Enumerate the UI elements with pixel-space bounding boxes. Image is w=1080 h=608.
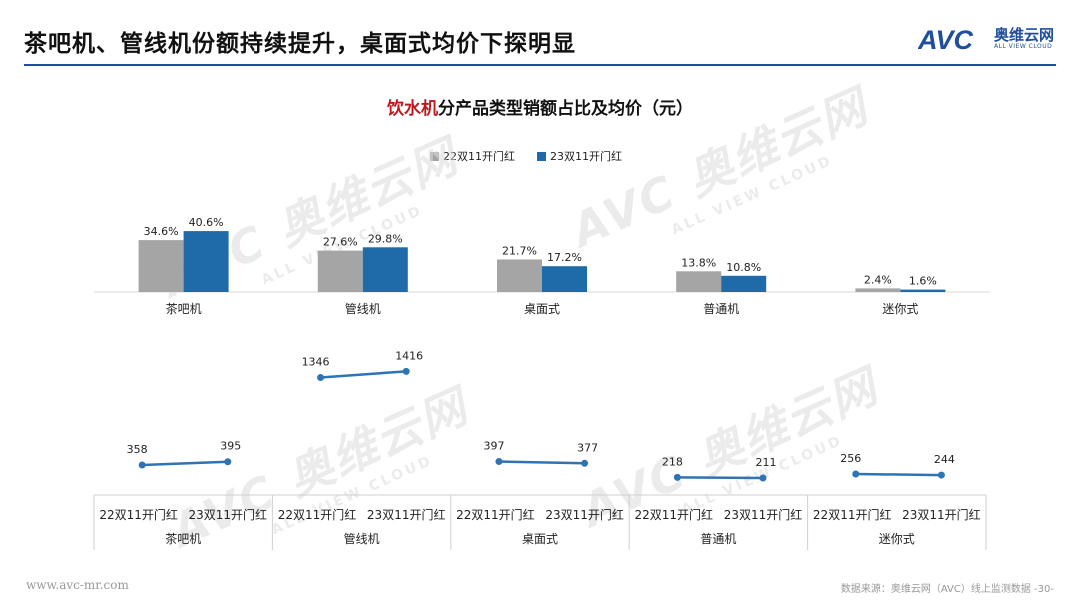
bar-category-label: 管线机 [345,301,381,316]
table-period-label: 23双11开门红 [189,507,268,522]
table-period-label: 23双11开门红 [367,507,446,522]
header-divider [24,64,1056,66]
price-point [224,458,232,466]
price-point [495,458,503,466]
logo-cn-text: 奥维云网 [993,26,1054,44]
bar-data-label: 21.7% [502,244,537,257]
price-data-label: 377 [577,441,598,454]
svg-text:AVC: AVC [918,25,974,54]
price-line [320,370,407,379]
bar-data-label: 17.2% [547,251,582,264]
table-period-label: 22双11开门红 [99,507,178,522]
bar [138,240,184,292]
table-category-label: 普通机 [700,532,736,546]
price-point [317,374,325,382]
table-category-label: 管线机 [344,531,380,546]
bar [362,247,408,292]
legend-swatch-23 [537,151,546,161]
price-point [673,473,681,481]
price-point [759,474,767,482]
price-data-label: 358 [127,443,148,456]
bar [900,289,946,292]
logo-en-text: ALL VIEW CLOUD [993,43,1053,50]
legend-swatch-22 [430,151,439,161]
chart-title: 饮水机分产品类型销额占比及均价（元） [0,94,1080,119]
bar-data-label: 1.6% [909,275,937,288]
table-category-label: 茶吧机 [165,531,201,546]
bar-data-label: 10.8% [726,261,761,274]
bar-category-label: 桌面式 [524,302,560,316]
price-data-label: 1346 [302,356,330,369]
chart-title-highlight: 饮水机 [387,99,438,119]
footer-url: www.avc-mr.com [26,578,129,592]
bar [676,271,722,292]
table-period-label: 23双11开门红 [724,507,803,522]
table-category-label: 桌面式 [522,532,558,546]
price-data-label: 1416 [395,349,423,362]
price-data-label: 211 [756,456,777,469]
table-period-label: 23双11开门红 [545,507,624,522]
table-category-label: 迷你式 [879,532,915,546]
bar-data-label: 40.6% [189,216,224,229]
price-data-label: 397 [483,440,504,453]
table-period-label: 22双11开门红 [278,507,357,522]
table-period-label: 22双11开门红 [813,507,892,522]
bar-category-label: 迷你式 [882,302,918,316]
price-data-label: 218 [662,455,683,468]
price-point [852,470,860,478]
footer-source: 数据来源：奥维云网（AVC）线上监测数据 -30- [840,584,1054,595]
chart-title-rest: 分产品类型销额占比及均价（元） [438,99,693,119]
bar-category-label: 茶吧机 [166,301,202,316]
legend-label-22: 22双11开门红 [443,150,515,163]
price-line [142,460,228,467]
table-period-label: 22双11开门红 [456,507,535,522]
bar-category-label: 普通机 [703,302,739,316]
price-data-label: 244 [934,453,955,466]
bar-data-label: 29.8% [368,232,403,245]
price-point [138,461,146,469]
bar [317,250,363,292]
bar [855,288,901,292]
bar [183,231,229,292]
avc-logo-icon: AVC [918,25,974,54]
legend-label-23: 23双11开门红 [550,150,622,163]
price-line [677,476,764,480]
price-line [498,460,585,465]
legend-item-23: 23双11开门红 [537,148,622,164]
table-period-label: 23双11开门红 [902,507,981,522]
bar-data-label: 2.4% [864,273,892,286]
table-period-label: 22双11开门红 [635,507,714,522]
bar-data-label: 13.8% [681,256,716,269]
page-title: 茶吧机、管线机份额持续提升，桌面式均价下探明显 [24,31,576,57]
chart-legend: 22双11开门红 23双11开门红 [430,148,644,164]
price-point [581,459,589,467]
legend-item-22: 22双11开门红 [430,148,515,164]
price-data-label: 256 [840,452,861,465]
price-line [855,472,942,477]
price-point [937,471,945,479]
bar [721,275,767,292]
price-data-label: 395 [220,440,241,453]
bar-data-label: 27.6% [323,236,358,249]
bar-data-label: 34.6% [144,225,179,238]
bar [542,266,587,292]
brand-logo: AVC 奥维云网 ALL VIEW CLOUD [918,24,1054,54]
price-point [402,367,410,375]
bar [497,259,542,292]
